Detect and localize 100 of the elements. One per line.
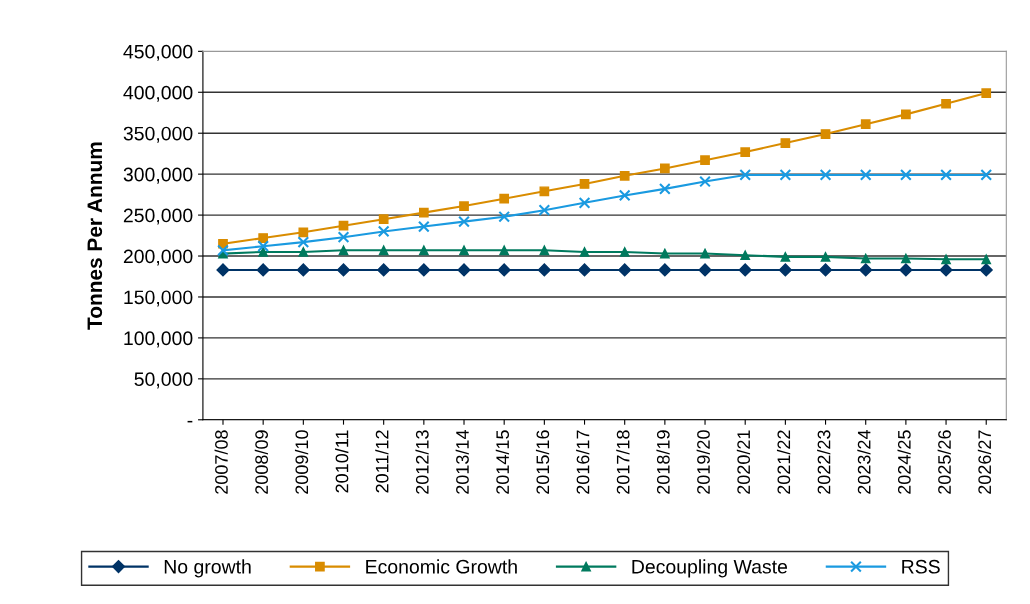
- x-tick-label: 2012/13: [415, 430, 429, 494]
- point: [296, 263, 310, 277]
- x-tick-label: 2020/21: [736, 430, 751, 494]
- x-tick-label: 2024/25: [897, 430, 911, 494]
- point: [258, 233, 269, 243]
- point: [778, 263, 792, 277]
- point: [418, 207, 429, 218]
- y-tick-label: 350,000: [123, 126, 193, 143]
- point: [700, 248, 710, 259]
- point: [336, 263, 351, 277]
- point: [859, 169, 872, 181]
- x-tick-label: 2017/18: [616, 430, 630, 494]
- x-tick-label: 2016/17: [576, 430, 590, 494]
- point: [579, 247, 590, 257]
- point: [458, 215, 470, 228]
- y-tick-label: 300,000: [123, 167, 193, 184]
- point: [660, 163, 670, 174]
- point: [820, 251, 831, 262]
- point: [819, 169, 832, 181]
- point: [578, 196, 591, 209]
- x-tick-label: 2014/15: [495, 430, 510, 494]
- point: [618, 263, 632, 277]
- point: [418, 245, 429, 256]
- point: [297, 236, 310, 249]
- point: [257, 240, 270, 253]
- point: [698, 263, 712, 277]
- point: [740, 250, 751, 261]
- x-tick-label: 2025/26: [937, 430, 951, 494]
- point: [860, 119, 871, 130]
- x-tick-label: 2013/14: [455, 430, 469, 494]
- point: [658, 182, 671, 195]
- point: [618, 189, 631, 202]
- point: [700, 155, 710, 166]
- point: [417, 220, 430, 233]
- point: [539, 245, 550, 256]
- point: [298, 227, 309, 238]
- point: [256, 263, 270, 277]
- y-tick-label: 100,000: [124, 331, 193, 348]
- x-tick-label: 2021/22: [776, 430, 791, 494]
- point: [981, 88, 992, 98]
- point: [378, 214, 389, 225]
- point: [941, 254, 951, 265]
- point: [378, 245, 389, 256]
- legend-label: Decoupling Waste: [632, 559, 788, 578]
- x-tick-label: 2026/27: [977, 430, 992, 494]
- y-tick-label: 50,000: [134, 372, 193, 389]
- point: [619, 170, 630, 181]
- point: [497, 263, 511, 277]
- point: [579, 179, 590, 189]
- x-tick-label: 2007/08: [214, 430, 228, 494]
- point: [818, 263, 833, 277]
- point: [619, 247, 630, 257]
- point: [337, 231, 350, 244]
- y-tick-label: 150,000: [124, 290, 193, 307]
- point: [258, 247, 269, 257]
- point: [499, 245, 510, 256]
- point: [377, 225, 390, 238]
- point: [739, 169, 752, 181]
- point: [459, 245, 469, 256]
- point: [338, 245, 349, 256]
- point: [539, 186, 550, 197]
- point: [941, 98, 951, 109]
- point: [417, 263, 431, 277]
- y-tick-label: 200,000: [123, 249, 193, 266]
- point: [981, 254, 992, 265]
- y-tick-label: 250,000: [123, 208, 193, 225]
- point: [820, 129, 831, 139]
- x-tick-label: 2019/20: [696, 430, 710, 494]
- point: [780, 251, 791, 262]
- x-tick-label: 2023/24: [857, 430, 871, 494]
- x-tick-label: 2022/23: [817, 430, 831, 494]
- y-axis-title: Tonnes Per Annum: [87, 142, 103, 330]
- x-tick-label: 2015/16: [535, 430, 550, 494]
- point: [537, 263, 551, 277]
- point: [658, 263, 672, 277]
- point: [979, 263, 993, 277]
- point: [577, 263, 592, 277]
- point: [779, 169, 792, 181]
- point: [459, 201, 469, 211]
- point: [939, 263, 953, 277]
- point: [899, 169, 912, 181]
- point: [738, 263, 752, 277]
- point: [538, 204, 551, 217]
- point: [298, 247, 309, 257]
- point: [899, 263, 913, 277]
- point: [457, 263, 471, 277]
- point: [780, 138, 791, 148]
- x-tick-label: 2009/10: [294, 430, 309, 494]
- point: [980, 169, 993, 181]
- point: [216, 263, 230, 277]
- point: [660, 248, 670, 259]
- point: [740, 147, 751, 157]
- y-tick-label: 450,000: [123, 44, 193, 61]
- point: [860, 253, 871, 264]
- point: [940, 169, 952, 181]
- point: [859, 263, 873, 277]
- point: [901, 109, 911, 120]
- point: [338, 220, 349, 231]
- point: [901, 253, 911, 264]
- point: [499, 193, 510, 204]
